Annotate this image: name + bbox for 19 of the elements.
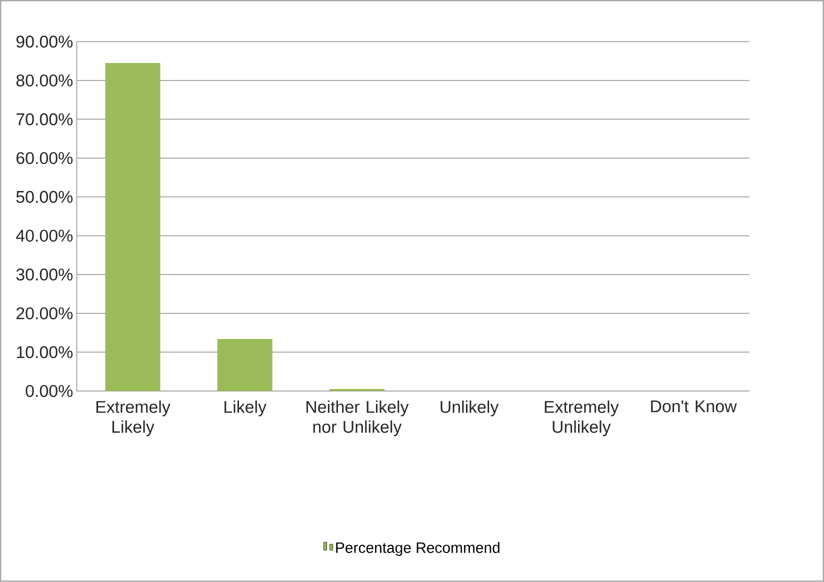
x-tick-label: Neither Likely nor Unlikely xyxy=(306,400,409,436)
y-tick-label: 50.00% xyxy=(16,191,73,204)
y-tick-label: 40.00% xyxy=(16,230,73,242)
y-tick-label: 90.00% xyxy=(16,36,73,48)
y-tick-label: 20.00% xyxy=(16,307,73,320)
y-tick-label: 70.00% xyxy=(16,113,73,126)
bar xyxy=(105,63,160,392)
x-tick-label: Likely xyxy=(224,400,266,416)
y-tick-label: 0.00% xyxy=(26,385,73,398)
y-tick-label: 30.00% xyxy=(16,268,73,281)
legend-label: Percentage Recommend xyxy=(336,542,500,556)
y-tick-label: 60.00% xyxy=(16,152,73,164)
bar xyxy=(217,339,272,392)
y-tick-label: 80.00% xyxy=(16,74,73,87)
x-tick-label: Extremely Likely xyxy=(96,400,170,436)
x-tick-label: Don't Know xyxy=(651,400,737,412)
y-tick-label: 10.00% xyxy=(16,346,73,358)
x-tick-label: Unlikely xyxy=(440,400,499,416)
x-tick-label: Extremely Unlikely xyxy=(544,400,619,436)
